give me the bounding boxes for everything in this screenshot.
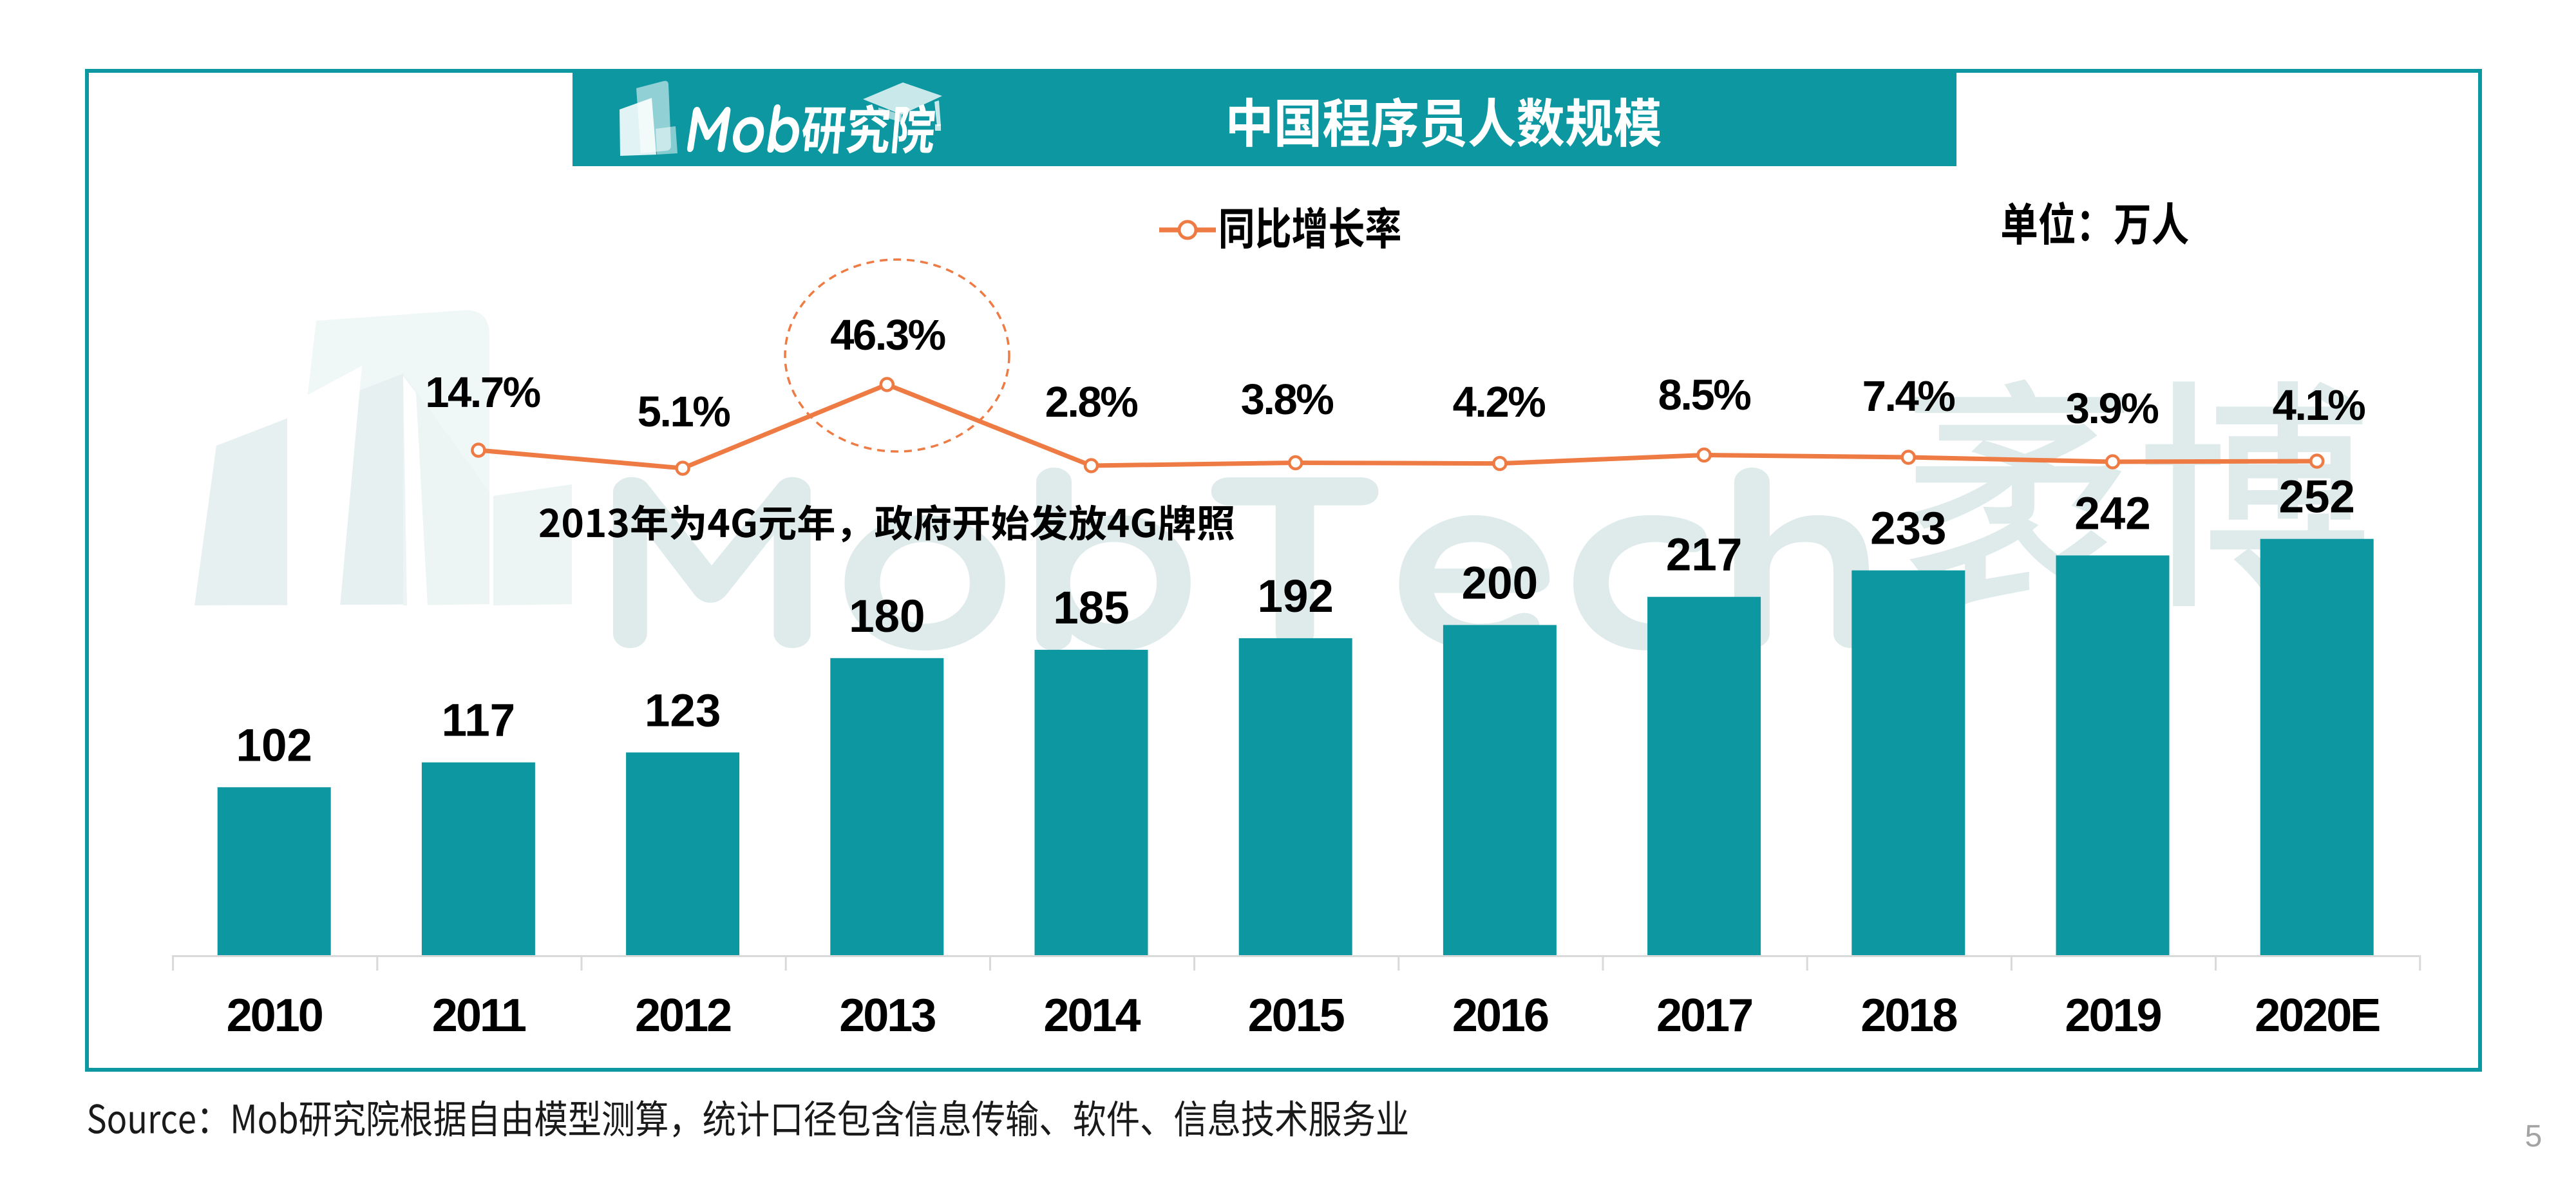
svg-text:2011: 2011 <box>432 990 526 1041</box>
svg-text:233: 233 <box>1870 504 1946 555</box>
svg-text:180: 180 <box>849 591 925 642</box>
svg-text:2013: 2013 <box>839 990 935 1041</box>
svg-text:2018: 2018 <box>1861 990 1956 1041</box>
svg-text:2014: 2014 <box>1043 990 1141 1041</box>
svg-text:46.3%: 46.3% <box>830 311 945 359</box>
svg-text:4.1%: 4.1% <box>2273 381 2365 430</box>
svg-text:2012: 2012 <box>635 990 731 1041</box>
svg-text:14.7%: 14.7% <box>425 368 540 417</box>
svg-text:192: 192 <box>1257 571 1333 622</box>
svg-text:5.1%: 5.1% <box>638 388 730 436</box>
svg-text:102: 102 <box>236 720 312 771</box>
svg-text:8.5%: 8.5% <box>1658 371 1751 419</box>
svg-text:200: 200 <box>1462 558 1538 609</box>
svg-text:2016: 2016 <box>1452 990 1548 1041</box>
svg-text:252: 252 <box>2278 472 2354 523</box>
svg-text:4.2%: 4.2% <box>1453 378 1546 426</box>
svg-text:123: 123 <box>645 685 721 736</box>
svg-text:3.8%: 3.8% <box>1241 375 1334 424</box>
svg-text:2017: 2017 <box>1656 990 1752 1041</box>
svg-text:2020E: 2020E <box>2255 990 2380 1041</box>
svg-text:185: 185 <box>1053 583 1129 634</box>
svg-text:7.4%: 7.4% <box>1862 372 1955 421</box>
svg-text:217: 217 <box>1666 530 1742 581</box>
svg-text:2010: 2010 <box>227 990 323 1041</box>
svg-text:2015: 2015 <box>1248 990 1345 1041</box>
svg-text:3.9%: 3.9% <box>2066 385 2159 433</box>
svg-text:2.8%: 2.8% <box>1045 378 1138 426</box>
svg-text:2019: 2019 <box>2065 990 2161 1041</box>
svg-text:242: 242 <box>2074 488 2150 539</box>
svg-text:117: 117 <box>442 696 516 746</box>
svg-text:5: 5 <box>2525 1119 2543 1154</box>
